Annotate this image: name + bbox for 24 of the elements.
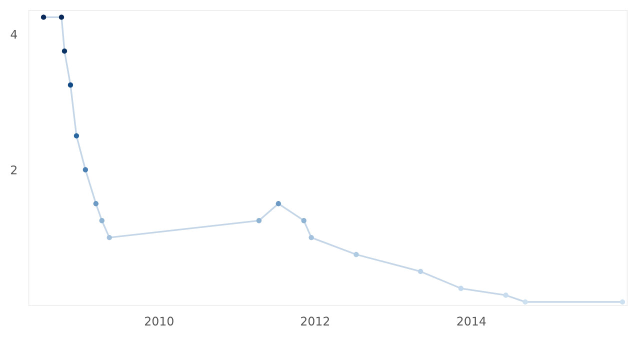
point: [82, 167, 88, 172]
point: [74, 133, 80, 138]
point: [68, 82, 74, 88]
x-tick-label: 2012: [301, 316, 330, 326]
point: [503, 292, 508, 298]
point: [106, 234, 112, 240]
x-tick-label: 2010: [145, 316, 174, 326]
point: [93, 201, 99, 206]
y-tick-label: 4: [10, 30, 18, 39]
point: [58, 14, 64, 20]
point: [620, 299, 626, 305]
point: [522, 299, 528, 305]
y-tick-label: 2: [11, 165, 17, 174]
point: [40, 14, 46, 20]
point: [308, 234, 314, 240]
point: [458, 286, 464, 292]
point: [301, 218, 306, 224]
point: [256, 218, 262, 224]
point: [62, 48, 68, 54]
x-tick-label: 2014: [457, 316, 486, 326]
point: [354, 252, 359, 258]
point: [99, 218, 104, 224]
point: [276, 201, 282, 206]
point: [418, 268, 424, 274]
